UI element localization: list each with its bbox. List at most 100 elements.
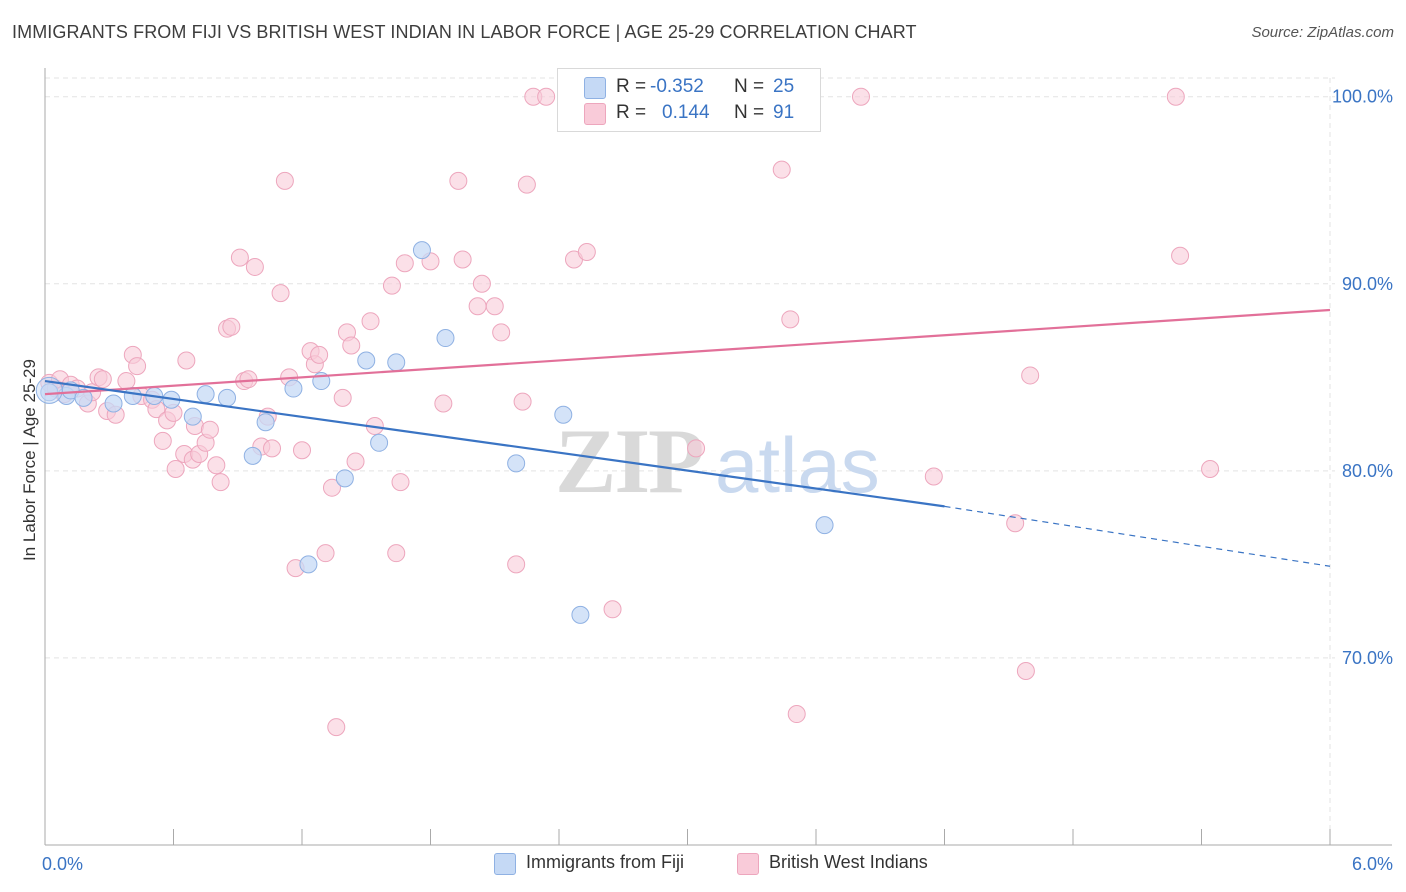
series-british-west-indians	[40, 87, 1220, 737]
fiji-point	[335, 469, 354, 488]
bwi-point	[117, 372, 136, 391]
bwi-point	[772, 160, 791, 179]
bwi-point	[93, 370, 112, 389]
bwi-point	[207, 456, 226, 475]
bwi-point	[166, 459, 185, 478]
bwi-point	[1016, 662, 1035, 681]
fiji-trend-extension	[944, 505, 1331, 567]
bwi-point	[851, 87, 870, 106]
bwi-point	[1021, 366, 1040, 385]
bwi-point	[453, 250, 472, 269]
bwi-point	[153, 431, 172, 450]
legend-swatch-fiji	[494, 853, 516, 875]
legend-r-label: R =	[616, 102, 647, 123]
legend-label-fiji: Immigrants from Fiji	[526, 852, 685, 872]
fiji-point	[218, 388, 237, 407]
bwi-point	[211, 473, 230, 492]
fiji-point	[815, 516, 834, 535]
legend-label-bwi: British West Indians	[769, 852, 928, 872]
chart-title: IMMIGRANTS FROM FIJI VS BRITISH WEST IND…	[12, 22, 917, 42]
axes	[44, 68, 1392, 846]
watermark-zip: ZIP	[555, 410, 702, 512]
fiji-point	[357, 351, 376, 370]
legend-n-label: N =	[734, 102, 765, 123]
legend-r-label: R =	[616, 76, 647, 97]
bwi-point	[513, 392, 532, 411]
bwi-point	[361, 312, 380, 331]
bwi-point	[434, 394, 453, 413]
bwi-point	[472, 274, 491, 293]
bwi-point	[230, 248, 249, 267]
fiji-point	[387, 353, 406, 372]
bwi-point	[245, 257, 264, 276]
bwi-point	[177, 351, 196, 370]
bwi-point	[468, 297, 487, 316]
legend-swatch-fiji	[584, 77, 606, 99]
bwi-point	[787, 705, 806, 724]
fiji-point	[284, 379, 303, 398]
bwi-point	[449, 171, 468, 190]
watermark-atlas: atlas	[715, 421, 880, 509]
bwi-point	[1171, 246, 1190, 265]
fiji-point	[436, 329, 455, 348]
bwi-point	[1166, 87, 1185, 106]
bwi-point	[603, 600, 622, 619]
y-tick-label: 90.0%	[1342, 274, 1393, 294]
fiji-point	[104, 394, 123, 413]
legend-swatch-bwi	[737, 853, 759, 875]
bwi-point	[346, 452, 365, 471]
legend-r-value: 0.144	[662, 102, 710, 123]
y-tick-label: 100.0%	[1332, 87, 1393, 107]
bwi-point	[222, 317, 241, 336]
bwi-point	[387, 544, 406, 563]
bwi-point	[517, 175, 536, 194]
y-axis-label: In Labor Force | Age 25-29	[20, 359, 39, 561]
bwi-point	[577, 242, 596, 261]
bwi-point	[507, 555, 526, 574]
bwi-point	[316, 544, 335, 563]
legend-swatch-bwi	[584, 103, 606, 125]
bwi-point	[781, 310, 800, 329]
bwi-point	[342, 336, 361, 355]
bwi-trend-line	[44, 308, 1331, 396]
tick-labels: 100.0% 90.0% 80.0% 70.0% 0.0% 6.0%	[42, 87, 1393, 874]
bwi-point	[271, 284, 290, 303]
fiji-point	[196, 385, 215, 404]
grid-lines	[45, 77, 1335, 845]
bwi-point	[333, 388, 352, 407]
bwi-point	[1201, 459, 1220, 478]
legend-n-value: 25	[773, 76, 795, 97]
bwi-point	[275, 171, 294, 190]
fiji-point	[243, 446, 262, 465]
correlation-legend: R = -0.352 N = 25 R = 0.144 N = 91	[557, 68, 821, 132]
bwi-point	[924, 467, 943, 486]
legend-n-value: 91	[773, 102, 795, 123]
bwi-point	[263, 439, 282, 458]
fiji-point	[183, 407, 202, 426]
bwi-point	[1006, 514, 1025, 533]
fiji-trend-line	[44, 379, 945, 508]
y-tick-label: 70.0%	[1342, 648, 1393, 668]
bwi-point	[395, 254, 414, 273]
fiji-point	[507, 454, 526, 473]
fiji-point	[256, 413, 275, 432]
fiji-point	[412, 241, 431, 260]
bwi-point	[687, 439, 706, 458]
bwi-point	[537, 87, 556, 106]
bwi-point	[128, 357, 147, 376]
trend-lines	[44, 308, 1331, 567]
legend-r-value: -0.352	[650, 76, 704, 97]
bwi-point	[382, 276, 401, 295]
fiji-cluster-point	[35, 376, 63, 404]
bwi-point	[391, 473, 410, 492]
bwi-point	[327, 718, 346, 737]
bwi-point	[492, 323, 511, 342]
fiji-point	[123, 387, 142, 406]
series-immigrants-from-fiji	[35, 241, 834, 624]
bwi-point	[293, 441, 311, 460]
y-tick-label: 80.0%	[1342, 461, 1393, 481]
fiji-point	[554, 405, 573, 424]
fiji-point	[571, 605, 590, 624]
bwi-point	[200, 420, 219, 439]
